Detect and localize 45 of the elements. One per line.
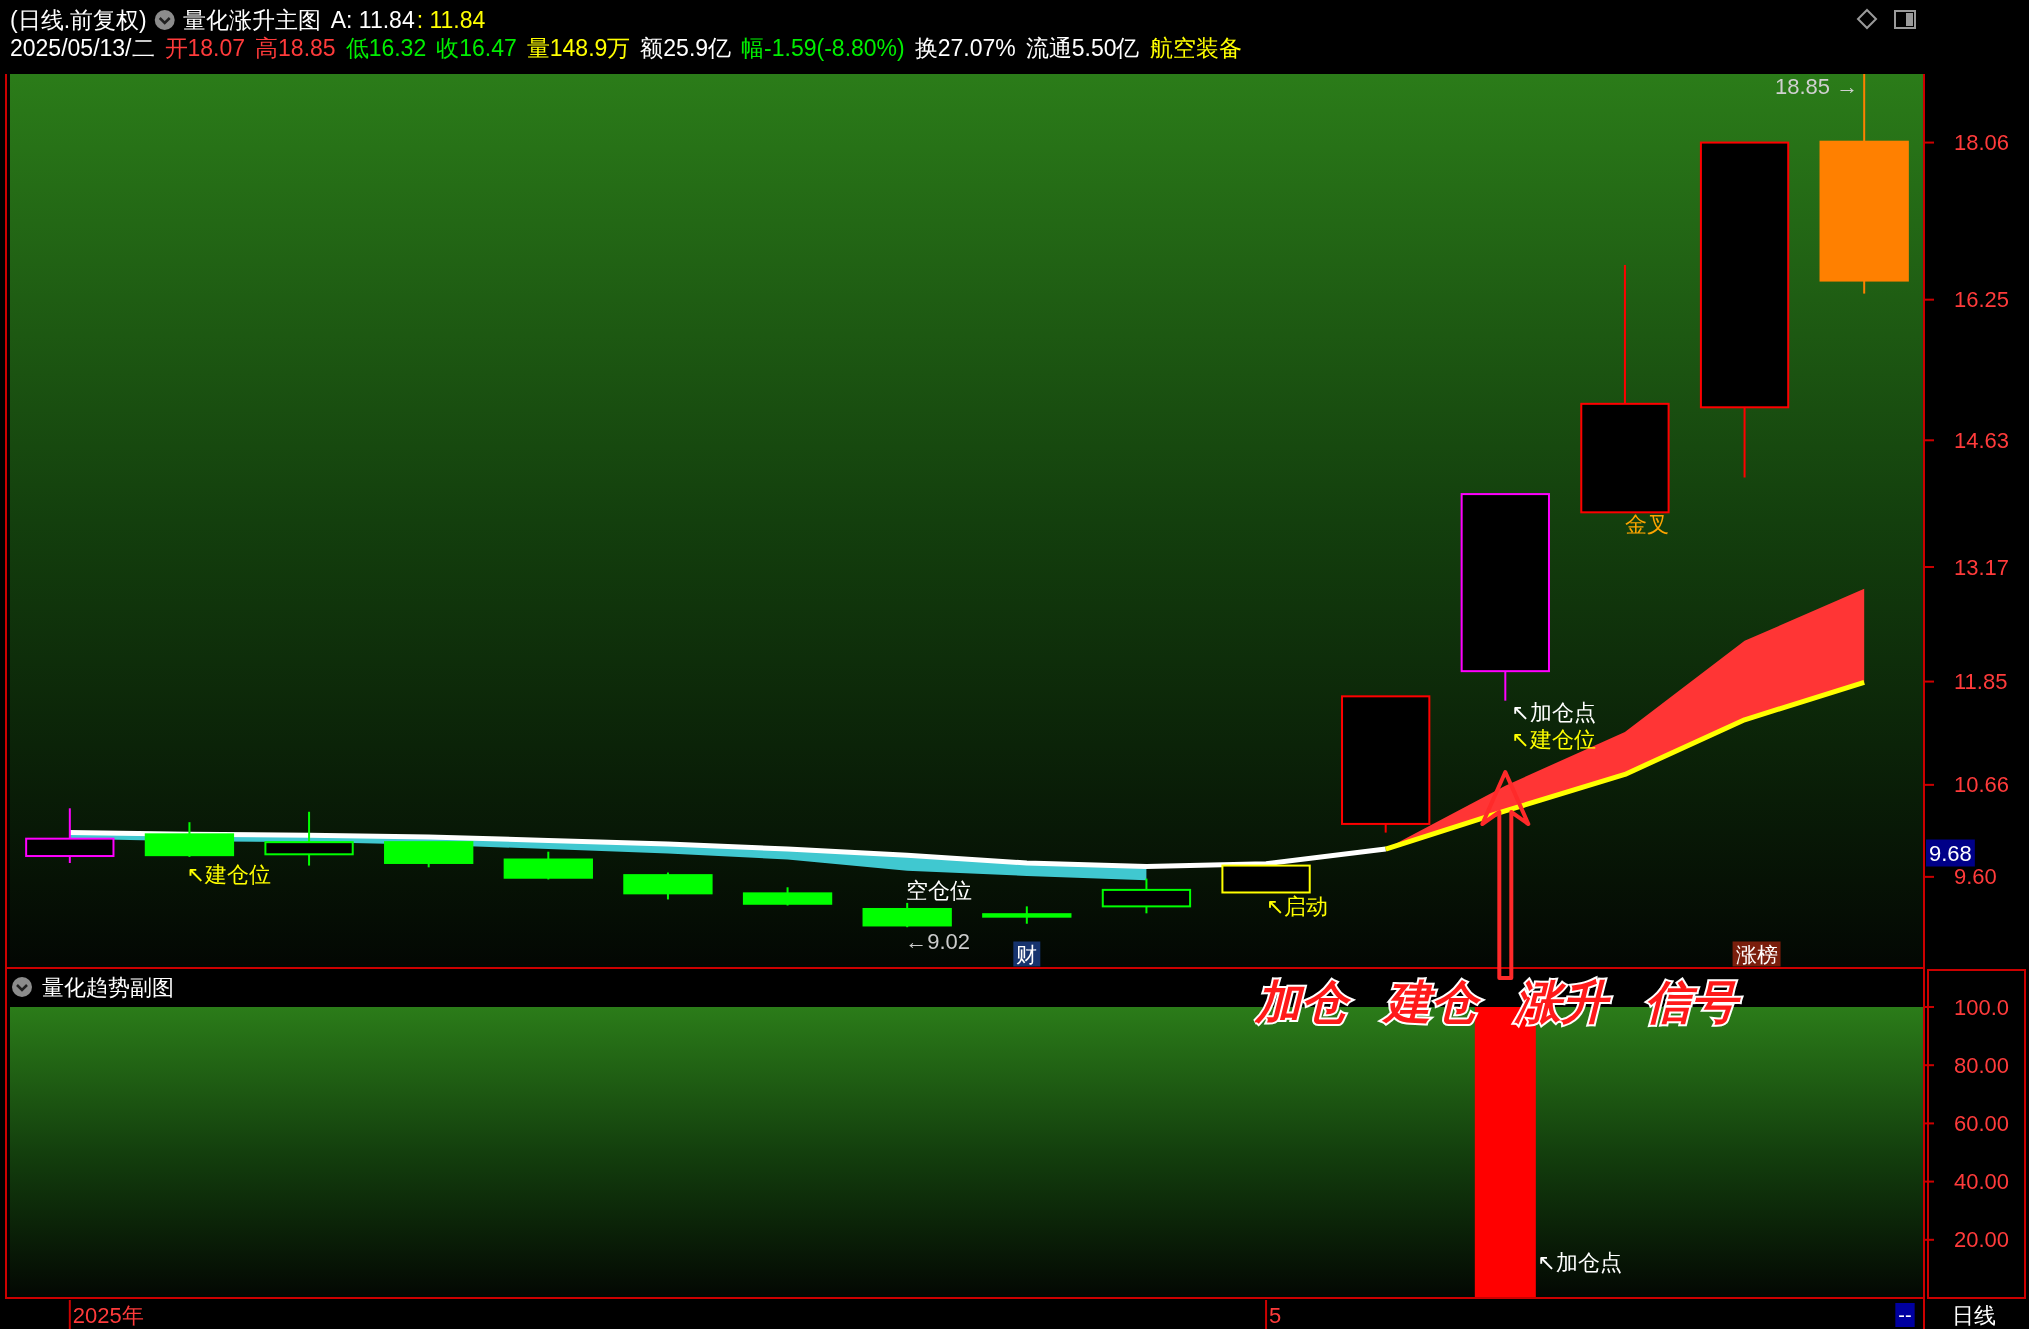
annotation: ←9.02	[905, 928, 971, 954]
annotation: ↖建仓位	[1511, 727, 1596, 753]
chart-title: 量化趋势副图	[42, 974, 174, 1000]
y-tick-label: 60.00	[1954, 1110, 2010, 1136]
text: 航空装备	[1149, 35, 1242, 61]
annotation: ↖启动	[1266, 893, 1329, 919]
text: 9.68	[1929, 840, 1972, 866]
annotation: 金叉	[1624, 511, 1669, 537]
text: 幅-1.59(-8.80%)	[741, 35, 905, 61]
y-tick-label: 18.06	[1954, 130, 2010, 156]
text: 低16.32	[345, 35, 427, 61]
annotation: ↖加仓点	[1511, 700, 1596, 726]
y-tick-label: 13.17	[1954, 554, 2010, 580]
y-tick-label: 40.00	[1954, 1169, 2010, 1195]
text: 开18.07	[164, 35, 246, 61]
text: 收16.47	[436, 35, 517, 61]
annotation: 涨榜	[1735, 942, 1778, 966]
y-tick-label: 9.60	[1954, 864, 1997, 890]
text: --	[1898, 1304, 1912, 1326]
text: 量148.9万	[526, 35, 631, 61]
chart-title: (日线.前复权)	[10, 7, 147, 33]
text: 高18.85	[255, 35, 336, 61]
chart-subtitle: 量化涨升主图	[182, 7, 321, 33]
y-tick-label: 11.85	[1954, 669, 2008, 695]
y-tick-label: 16.25	[1954, 287, 2010, 313]
y-tick-label: 80.00	[1954, 1052, 2010, 1078]
y-tick-label: 10.66	[1954, 772, 2010, 798]
x-tick-label: 5	[1269, 1302, 1282, 1328]
y-tick-label: 20.00	[1954, 1227, 2010, 1253]
text: 换27.07%	[914, 35, 1016, 61]
text: 额25.9亿	[640, 35, 732, 61]
annotation: 18.85 →	[1775, 73, 1859, 99]
text: 2025/05/13/二	[10, 35, 155, 61]
text: : 11.84	[416, 7, 486, 33]
annotation: 加仓 建仓 涨升 信号	[1253, 975, 1743, 1029]
text: 流通5.50亿	[1025, 35, 1140, 61]
y-tick-label: 100.0	[1954, 994, 2010, 1020]
text: 日线	[1952, 1302, 1996, 1328]
x-tick-label: 2025年	[72, 1302, 144, 1328]
annotation: 空仓位	[906, 878, 973, 904]
annotation: ↖建仓位	[186, 862, 271, 888]
text: A: 11.84	[330, 7, 415, 33]
annotation: 财	[1016, 942, 1038, 966]
y-tick-label: 14.63	[1954, 427, 2010, 453]
annotation: ↖加仓点	[1537, 1249, 1622, 1275]
